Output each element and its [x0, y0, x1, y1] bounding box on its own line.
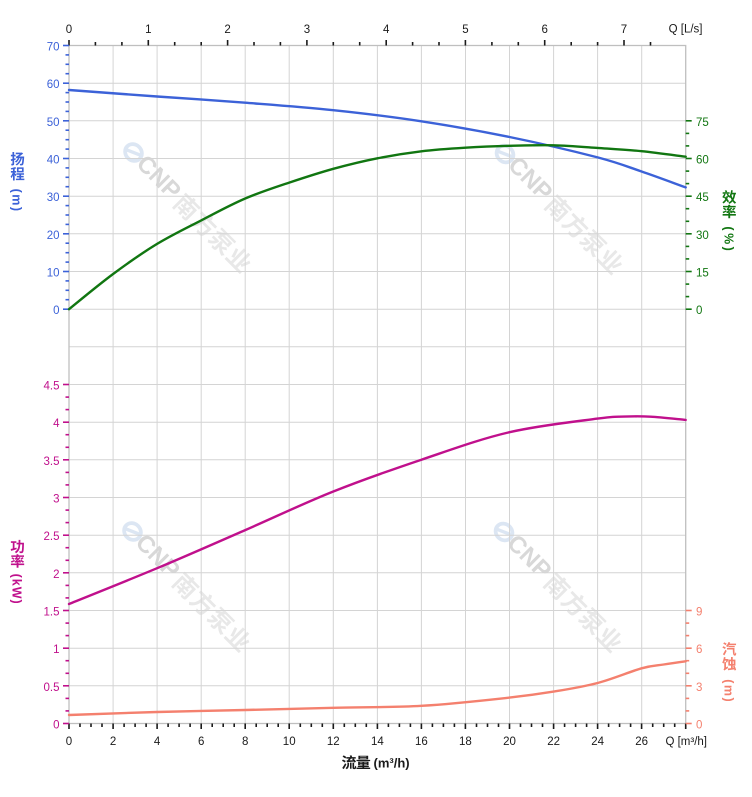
svg-text:14: 14 [371, 736, 384, 748]
svg-text:40: 40 [47, 155, 60, 167]
svg-text:45: 45 [696, 192, 709, 204]
svg-text:30: 30 [47, 192, 60, 204]
svg-text:24: 24 [591, 736, 604, 748]
svg-text:2: 2 [224, 24, 230, 36]
svg-text:16: 16 [415, 736, 428, 748]
svg-text:(m³/h): (m³/h) [374, 756, 410, 771]
svg-text:4: 4 [53, 418, 60, 430]
svg-text:1.5: 1.5 [44, 607, 60, 619]
svg-text:0: 0 [66, 736, 72, 748]
svg-text:3.5: 3.5 [44, 456, 60, 468]
svg-text:3: 3 [696, 682, 702, 694]
svg-text:75: 75 [696, 117, 709, 129]
svg-text:0.5: 0.5 [44, 682, 60, 694]
svg-text:4: 4 [154, 736, 161, 748]
svg-text:Q [m³/h]: Q [m³/h] [665, 736, 707, 748]
svg-text:15: 15 [696, 268, 709, 280]
svg-text:30: 30 [696, 230, 709, 242]
svg-text:18: 18 [459, 736, 472, 748]
svg-text:26: 26 [635, 736, 648, 748]
svg-text:50: 50 [47, 117, 60, 129]
svg-text:(%): (%) [721, 226, 735, 253]
svg-text:0: 0 [696, 720, 702, 732]
svg-text:6: 6 [198, 736, 204, 748]
svg-text:4: 4 [383, 24, 390, 36]
svg-text:7: 7 [621, 24, 627, 36]
svg-text:4.5: 4.5 [44, 381, 60, 393]
svg-text:6: 6 [541, 24, 547, 36]
svg-text:0: 0 [53, 720, 59, 732]
svg-text:10: 10 [47, 268, 60, 280]
svg-text:9: 9 [696, 607, 702, 619]
svg-text:10: 10 [283, 736, 296, 748]
svg-text:3: 3 [53, 494, 59, 506]
svg-text:1: 1 [53, 644, 59, 656]
svg-text:22: 22 [547, 736, 560, 748]
svg-text:(m): (m) [721, 679, 735, 703]
svg-text:2.5: 2.5 [44, 531, 60, 543]
svg-text:70: 70 [47, 42, 60, 54]
svg-text:(kW): (kW) [9, 574, 23, 605]
svg-text:2: 2 [53, 569, 59, 581]
svg-text:0: 0 [53, 305, 59, 317]
svg-text:Q [L/s]: Q [L/s] [669, 23, 703, 35]
svg-text:5: 5 [462, 24, 468, 36]
svg-text:6: 6 [696, 644, 702, 656]
svg-text:20: 20 [47, 230, 60, 242]
svg-text:2: 2 [110, 736, 116, 748]
svg-text:(m): (m) [9, 189, 23, 213]
svg-text:3: 3 [304, 24, 310, 36]
svg-text:12: 12 [327, 736, 340, 748]
svg-text:0: 0 [696, 305, 702, 317]
svg-text:20: 20 [503, 736, 516, 748]
svg-text:8: 8 [242, 736, 248, 748]
svg-text:0: 0 [66, 24, 72, 36]
svg-text:1: 1 [145, 24, 151, 36]
svg-text:60: 60 [47, 79, 60, 91]
svg-text:60: 60 [696, 155, 709, 167]
